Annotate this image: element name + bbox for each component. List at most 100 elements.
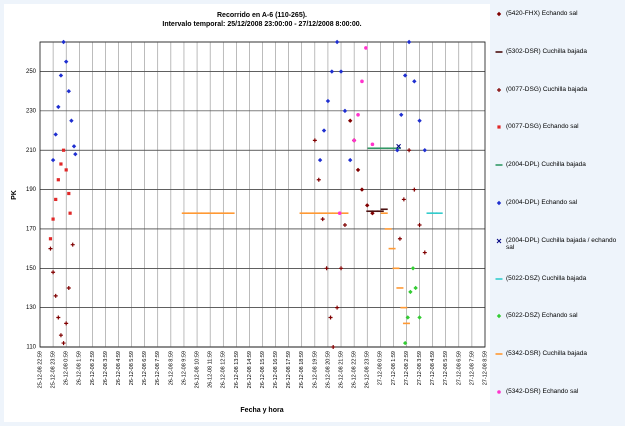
point [61, 39, 66, 45]
point [227, 212, 235, 214]
x-tick-label: 26-12-08 17:59 [286, 351, 292, 388]
point [324, 266, 329, 271]
point [422, 148, 427, 153]
y-tick-label: 150 [26, 266, 37, 272]
legend-item: (0077-DSG) Echando sal [494, 123, 622, 131]
point [64, 168, 68, 172]
point [399, 112, 404, 118]
point [317, 157, 323, 163]
point [366, 210, 374, 213]
legend-swatch [497, 390, 501, 394]
point [59, 162, 63, 166]
x-tick-label: 26-12-08 20:59 [325, 351, 331, 388]
x-tick-label: 27-12-08 4:59 [430, 351, 436, 385]
x-tick-label: 26-12-08 2:59 [90, 351, 96, 385]
point [64, 321, 69, 326]
point [430, 212, 438, 214]
legend-label: (2004-DPL) Cuchilla bajada / echando sal [506, 236, 617, 251]
point [402, 322, 410, 325]
x-tick-label: 26-12-08 7:59 [155, 351, 161, 385]
y-axis-label: PK [11, 190, 18, 200]
legend-label: (5022-DSZ) Cuchilla bajada [506, 274, 587, 282]
legend-swatch [496, 11, 502, 17]
point [371, 210, 379, 213]
point [380, 212, 388, 214]
point [406, 39, 412, 45]
point [181, 212, 189, 214]
legend-label: (2004-DPL) Cuchilla bajada [506, 161, 586, 169]
x-tick-label: 26-12-08 18:59 [299, 351, 305, 388]
x-tick-label: 27-12-08 8:59 [482, 351, 488, 385]
point [338, 69, 344, 74]
x-tick-label: 26-12-08 22:59 [352, 351, 358, 388]
x-tick-label: 27-12-08 0:59 [378, 351, 384, 385]
point [408, 289, 413, 295]
y-tick-label: 190 [26, 187, 37, 193]
point [66, 88, 71, 94]
point [331, 345, 336, 349]
point [384, 228, 392, 230]
point [56, 315, 61, 320]
point [56, 104, 61, 110]
x-tick-label: 26-12-08 10:59 [195, 351, 201, 388]
point [380, 208, 388, 211]
point [496, 200, 502, 206]
legend-swatch [496, 200, 502, 206]
point [370, 142, 375, 147]
point [316, 177, 321, 182]
y-tick-label: 230 [26, 108, 37, 114]
x-tick-label: 26-12-08 16:59 [273, 351, 279, 388]
legend-item: (5342-DSR) Cuchilla bajada [494, 350, 622, 358]
point [496, 238, 502, 244]
point [56, 178, 60, 182]
point [417, 223, 422, 227]
point [54, 197, 58, 202]
legend-item: (5420-FHX) Echando sal [494, 10, 622, 18]
x-tick-label: 27-12-08 1:59 [391, 351, 397, 385]
point [422, 250, 427, 255]
point [412, 79, 417, 84]
legend-label: (5420-FHX) Echando sal [506, 10, 578, 17]
x-tick-label: 26-12-08 14:59 [247, 351, 253, 388]
legend-swatch [495, 164, 503, 166]
point [51, 270, 56, 275]
point [66, 285, 71, 290]
point [376, 210, 384, 213]
point [194, 212, 202, 214]
point [342, 223, 347, 227]
legend-item: (5022-DSZ) Echando sal [494, 312, 622, 320]
point [402, 73, 408, 78]
point [201, 212, 209, 214]
point [387, 147, 395, 150]
point [67, 191, 71, 196]
point [61, 341, 66, 346]
x-tick-label: 25-12-08 22:59 [37, 351, 43, 388]
point [359, 187, 365, 192]
x-tick-label: 26-12-08 12:59 [221, 351, 227, 388]
point [306, 212, 314, 214]
point [68, 211, 72, 215]
x-tick-label: 27-12-08 3:59 [417, 351, 423, 385]
point [360, 79, 364, 84]
point [405, 315, 410, 320]
x-tick-label: 27-12-08 6:59 [456, 351, 462, 385]
point [497, 390, 501, 394]
x-tick-label: 26-12-08 13:59 [234, 351, 240, 388]
point [412, 187, 417, 192]
x-tick-label: 26-12-08 19:59 [312, 351, 318, 388]
point [61, 148, 66, 152]
legend-item: (0077-DSG) Cuchilla bajada [494, 86, 622, 94]
point [407, 148, 412, 153]
x-tick-label: 26-12-08 15:59 [260, 351, 266, 388]
point [320, 217, 325, 222]
point [319, 212, 327, 214]
legend-label: (0077-DSG) Cuchilla bajada [506, 85, 588, 93]
point [355, 167, 361, 173]
x-tick-label: 27-12-08 2:59 [404, 351, 410, 385]
point [370, 210, 375, 216]
point [58, 73, 64, 78]
y-tick-label: 170 [26, 227, 37, 233]
point [495, 277, 503, 280]
point [48, 237, 53, 241]
point [364, 46, 368, 50]
